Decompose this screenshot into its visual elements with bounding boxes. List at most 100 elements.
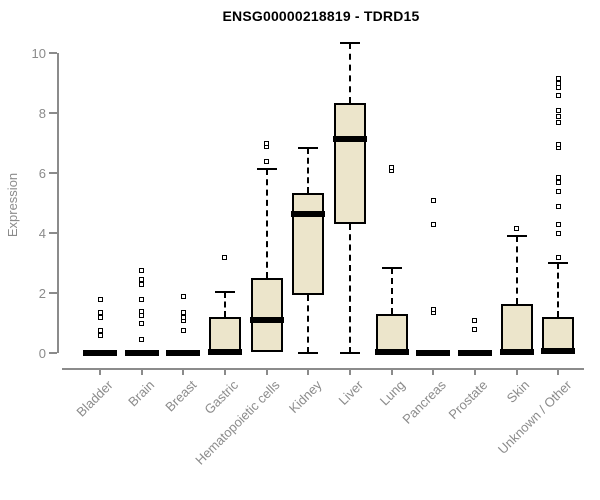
- outlier-point: [555, 85, 561, 90]
- x-category-label: Kidney: [285, 377, 325, 417]
- whisker-cap-lower: [298, 352, 319, 354]
- whisker-cap-lower: [339, 352, 360, 354]
- outlier-point: [139, 296, 145, 302]
- whisker-upper: [265, 168, 268, 278]
- outlier-point: [555, 188, 561, 194]
- median-bar: [374, 348, 409, 355]
- y-tick-label: 2: [38, 286, 46, 301]
- whisker-upper: [223, 291, 226, 317]
- outlier-point: [180, 293, 186, 299]
- outlier-point: [97, 332, 103, 338]
- outlier-point: [555, 76, 561, 81]
- box-iqr: [208, 317, 241, 353]
- outlier-point: [555, 92, 561, 98]
- box-iqr: [250, 278, 283, 352]
- outlier-point: [139, 337, 145, 342]
- median-bar: [166, 350, 201, 356]
- x-category-label: Brain: [125, 377, 158, 410]
- outlier-point: [514, 226, 519, 231]
- outlier-point: [472, 317, 478, 323]
- outlier-point: [430, 221, 436, 227]
- whisker-lower: [307, 294, 310, 353]
- y-axis-tick: [49, 232, 57, 234]
- box-iqr: [375, 314, 408, 353]
- outlier-point: [389, 164, 395, 170]
- outlier-point: [97, 328, 103, 333]
- whisker-cap-upper: [381, 266, 402, 269]
- whisker-upper: [515, 236, 518, 304]
- x-axis-tick: [223, 368, 226, 375]
- x-category-label: Liver: [335, 377, 366, 408]
- x-axis-tick: [515, 368, 518, 375]
- y-axis-tick: [49, 52, 57, 54]
- x-category-label: Hematopoietic cells: [192, 377, 283, 468]
- whisker-lower: [348, 224, 351, 353]
- y-tick-label: 4: [38, 226, 46, 241]
- x-axis-tick: [473, 368, 476, 375]
- y-axis-line: [57, 53, 59, 353]
- whisker-cap-upper: [506, 235, 527, 237]
- x-axis-tick: [557, 368, 560, 375]
- x-category-label: Lung: [376, 377, 408, 409]
- outlier-point: [430, 307, 436, 312]
- outlier-point: [97, 310, 103, 315]
- median-bar: [332, 135, 367, 142]
- x-axis-tick: [348, 368, 351, 375]
- x-axis-tick: [99, 368, 101, 375]
- outlier-point: [555, 113, 561, 119]
- outlier-point: [555, 254, 561, 260]
- outlier-point: [139, 308, 145, 314]
- outlier-point: [264, 140, 270, 146]
- outlier-point: [555, 107, 561, 113]
- outlier-point: [555, 80, 561, 86]
- x-category-label: Gastric: [201, 377, 241, 418]
- box-iqr: [500, 303, 533, 353]
- outlier-point: [264, 158, 270, 164]
- outlier-point: [555, 230, 561, 236]
- y-axis-tick: [49, 352, 57, 354]
- median-bar: [249, 317, 284, 323]
- x-axis-tick: [182, 368, 185, 375]
- x-category-label: Prostate: [445, 377, 491, 423]
- x-axis-tick: [140, 368, 143, 375]
- outlier-point: [555, 203, 561, 209]
- median-bar: [124, 350, 159, 356]
- outlier-point: [555, 221, 561, 227]
- whisker-upper: [557, 263, 560, 317]
- x-category-label: Breast: [162, 377, 200, 415]
- x-category-label: Bladder: [73, 377, 116, 420]
- median-bar: [291, 210, 326, 217]
- x-category-label: Unknown / Other: [494, 377, 575, 457]
- outlier-point: [555, 142, 561, 147]
- chart-title: ENSG00000218819 - TDRD15: [222, 8, 420, 24]
- x-category-label: Skin: [503, 377, 533, 406]
- outlier-point: [97, 314, 103, 320]
- x-axis-tick: [265, 368, 268, 375]
- median-bar: [416, 350, 451, 356]
- y-tick-label: 8: [38, 106, 46, 121]
- whisker-upper: [307, 147, 310, 193]
- outlier-point: [555, 175, 561, 180]
- outlier-point: [97, 296, 103, 302]
- median-bar: [541, 347, 576, 354]
- whisker-upper: [348, 42, 351, 103]
- x-axis-tick: [390, 368, 393, 375]
- y-axis-tick: [49, 172, 57, 174]
- outlier-point: [472, 326, 478, 332]
- y-axis-tick: [49, 292, 57, 294]
- whisker-cap-upper: [214, 290, 235, 293]
- outlier-point: [180, 314, 186, 320]
- outlier-point: [180, 328, 186, 333]
- y-tick-label: 0: [38, 346, 46, 361]
- x-axis-tick: [307, 368, 310, 375]
- outlier-point: [139, 281, 145, 287]
- whisker-cap-upper: [256, 167, 277, 170]
- outlier-point: [139, 268, 145, 273]
- whisker-upper: [390, 267, 393, 314]
- box-iqr: [542, 317, 575, 353]
- outlier-point: [430, 197, 436, 203]
- whisker-cap-upper: [548, 262, 569, 264]
- y-axis-tick: [49, 112, 57, 114]
